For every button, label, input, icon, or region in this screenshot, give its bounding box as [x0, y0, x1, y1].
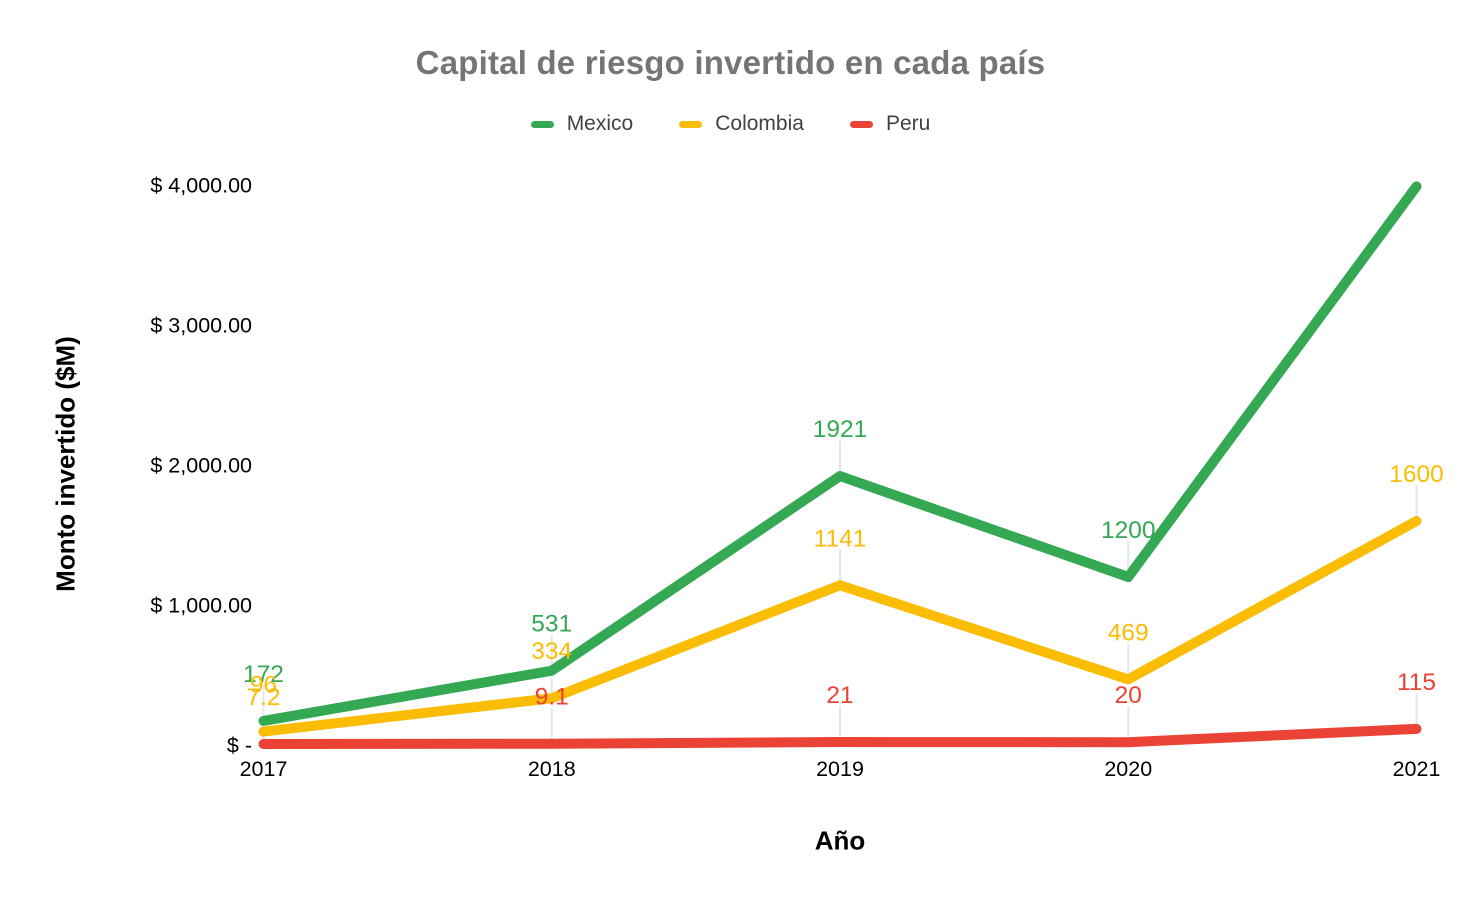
data-label-mexico: 1921 [813, 416, 868, 443]
data-label-mexico: 172 [243, 661, 284, 688]
data-label-colombia: 469 [1108, 619, 1149, 646]
legend-item-mexico: Mexico [530, 112, 634, 136]
legend-item-colombia: Colombia [679, 112, 804, 136]
legend-label-colombia: Colombia [715, 112, 804, 135]
x-tick-label: 2020 [1104, 757, 1152, 781]
y-tick-label: $ 2,000.00 [150, 454, 252, 478]
x-tick-label: 2017 [240, 757, 288, 781]
legend-swatch-mexico-icon [530, 120, 554, 128]
data-label-colombia: 334 [531, 638, 572, 665]
legend-label-peru: Peru [885, 112, 931, 135]
y-tick-label: $ 1,000.00 [150, 594, 252, 618]
legend-swatch-peru-icon [849, 120, 873, 128]
data-label-mexico: 531 [531, 611, 572, 638]
data-label-colombia: 96 [250, 672, 277, 699]
y-tick-label: $ 3,000.00 [150, 314, 252, 338]
y-tick-label: $ - [227, 734, 252, 758]
legend-item-peru: Peru [849, 112, 931, 136]
data-label-colombia: 1141 [814, 525, 867, 552]
legend-label-mexico: Mexico [566, 112, 634, 135]
x-tick-label: 2019 [816, 757, 864, 781]
y-axis-title: Monto invertido ($M) [50, 336, 81, 592]
data-label-peru: 7.2 [246, 684, 280, 711]
data-label-mexico: 1200 [1101, 517, 1156, 544]
series-line-mexico [258, 181, 1422, 726]
x-axis-title: Año [814, 825, 866, 856]
series-line-colombia [258, 516, 1422, 737]
x-tick-label: 2021 [1393, 757, 1441, 781]
series-line-peru [258, 723, 1422, 749]
y-tick-label: $ 4,000.00 [150, 174, 252, 198]
chart-title: Capital de riesgo invertido en cada país [415, 44, 1046, 81]
data-label-peru: 20 [1115, 682, 1142, 709]
data-label-peru: 9.1 [535, 684, 569, 711]
x-tick-label: 2018 [528, 757, 576, 781]
data-label-peru: 115 [1397, 669, 1436, 696]
chart-legend: Mexico Colombia Peru [0, 112, 1461, 136]
legend-swatch-colombia-icon [679, 120, 703, 128]
data-label-colombia: 1600 [1389, 461, 1444, 488]
data-label-peru: 21 [826, 682, 853, 709]
